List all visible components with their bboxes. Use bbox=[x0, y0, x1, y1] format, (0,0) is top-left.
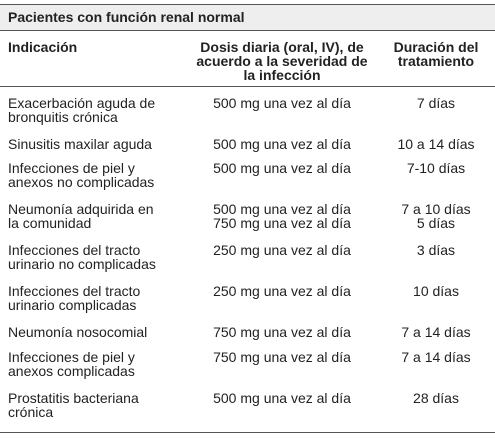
title: Pacientes con función renal normal bbox=[8, 9, 245, 25]
table-cell: 500 mg una vez al día bbox=[213, 136, 351, 152]
rule bbox=[0, 4, 495, 5]
table-cell: Sinusitis maxilar aguda bbox=[8, 136, 152, 152]
table-cell: Neumonía nosocomial bbox=[8, 324, 148, 340]
table-cell: 5 días bbox=[416, 215, 456, 231]
table-cell: bronquitis crónica bbox=[8, 109, 118, 125]
table-cell: anexos no complicadas bbox=[8, 174, 155, 190]
table-cell: urinario no complicadas bbox=[8, 256, 156, 272]
table-cell: Prostatitis bacteriana bbox=[8, 390, 139, 406]
table-cell: crónica bbox=[8, 404, 54, 420]
rule bbox=[0, 30, 495, 31]
rule bbox=[0, 432, 495, 433]
table-cell: Infecciones del tracto bbox=[8, 242, 141, 258]
table-cell: 7 a 10 días bbox=[401, 201, 471, 217]
table-cell: 7 días bbox=[416, 95, 456, 111]
table-cell: Exacerbación aguda de bbox=[8, 95, 156, 111]
table-cell: 750 mg una vez al día bbox=[213, 349, 351, 365]
table-cell: Neumonía adquirida en bbox=[8, 201, 154, 217]
table-cell: Infecciones de piel y bbox=[8, 349, 135, 365]
table-cell: anexos complicadas bbox=[8, 363, 135, 379]
table-cell: 10 a 14 días bbox=[397, 136, 475, 152]
title-band bbox=[0, 4, 495, 30]
table-cell: 250 mg una vez al día bbox=[213, 283, 351, 299]
table-cell: 750 mg una vez al día bbox=[213, 324, 351, 340]
column-header: Duración del bbox=[393, 39, 479, 55]
column-header: la infección bbox=[243, 67, 321, 83]
table-cell: Infecciones del tracto bbox=[8, 283, 141, 299]
column-header: tratamiento bbox=[397, 53, 475, 69]
table-cell: 750 mg una vez al día bbox=[213, 215, 351, 231]
table-cell: 250 mg una vez al día bbox=[213, 242, 351, 258]
column-header: acuerdo a la severidad de bbox=[196, 53, 368, 69]
table-cell: 500 mg una vez al día bbox=[213, 390, 351, 406]
table-cell: 7 a 14 días bbox=[401, 349, 471, 365]
table-cell: 500 mg una vez al día bbox=[213, 160, 351, 176]
table-cell: 10 días bbox=[413, 283, 459, 299]
table-cell: 500 mg una vez al día bbox=[213, 201, 351, 217]
column-header: Indicación bbox=[8, 39, 78, 55]
table-cell: 500 mg una vez al día bbox=[213, 95, 351, 111]
table-cell: Infecciones de piel y bbox=[8, 160, 135, 176]
table-cell: 3 días bbox=[416, 242, 456, 258]
table-cell: 7 a 14 días bbox=[401, 324, 471, 340]
table-cell: la comunidad bbox=[8, 215, 92, 231]
rule bbox=[0, 86, 495, 87]
table-cell: 7-10 días bbox=[406, 160, 466, 176]
table-cell: 28 días bbox=[413, 390, 459, 406]
table-cell: urinario complicadas bbox=[8, 297, 137, 313]
column-header: Dosis diaria (oral, IV), de bbox=[200, 39, 364, 55]
